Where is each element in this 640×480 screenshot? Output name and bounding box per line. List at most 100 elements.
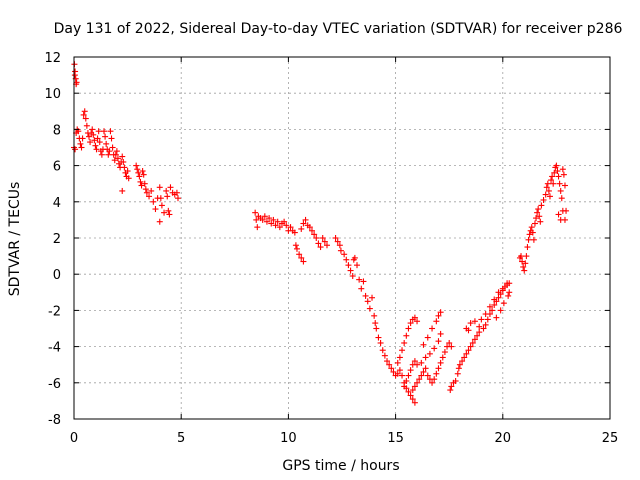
data-point (134, 166, 141, 173)
data-point (119, 187, 126, 194)
data-point (300, 220, 307, 227)
data-point (137, 178, 144, 185)
data-point (81, 108, 88, 115)
data-point (334, 238, 341, 245)
data-point (377, 339, 384, 346)
data-point (546, 193, 553, 200)
data-point (261, 213, 268, 220)
data-point (96, 139, 103, 146)
data-point (173, 189, 180, 196)
data-point (482, 311, 489, 318)
data-point (101, 128, 108, 135)
data-point (373, 325, 380, 332)
data-point (73, 79, 80, 86)
x-tick-label: 10 (280, 431, 297, 446)
data-point (308, 227, 315, 234)
data-point (141, 180, 148, 187)
x-tick-label: 25 (602, 431, 619, 446)
data-point (119, 153, 126, 160)
y-tick-label: -6 (48, 377, 61, 392)
data-point (405, 325, 412, 332)
data-point (140, 171, 147, 178)
data-point (484, 316, 491, 323)
data-point (431, 345, 438, 352)
data-point (549, 173, 556, 180)
data-point (411, 399, 418, 406)
data-point (165, 207, 172, 214)
data-point (281, 218, 288, 225)
data-point (545, 187, 552, 194)
data-point (77, 140, 84, 147)
data-point (272, 222, 279, 229)
data-point (298, 254, 305, 261)
y-tick-label: 4 (53, 196, 61, 211)
data-point (478, 316, 485, 323)
data-point (94, 135, 101, 142)
data-point (142, 186, 149, 193)
data-point (323, 242, 330, 249)
y-tick-label: -8 (48, 413, 61, 428)
data-point (259, 216, 266, 223)
data-point (553, 162, 560, 169)
gridlines (74, 57, 610, 419)
data-point (292, 242, 299, 249)
data-point (495, 294, 502, 301)
data-point (550, 180, 557, 187)
data-point (358, 285, 365, 292)
data-point (82, 115, 89, 122)
data-point (486, 303, 493, 310)
data-point (474, 332, 481, 339)
data-point (557, 187, 564, 194)
data-point (497, 307, 504, 314)
data-point (401, 339, 408, 346)
data-point (411, 383, 418, 390)
data-point (252, 209, 259, 216)
data-point (372, 320, 379, 327)
data-point (369, 294, 376, 301)
data-point (396, 367, 403, 374)
chart-title: Day 131 of 2022, Sidereal Day-to-day VTE… (54, 21, 623, 37)
data-point (109, 144, 116, 151)
data-point (386, 361, 393, 368)
data-point (424, 334, 431, 341)
data-point (161, 209, 168, 216)
data-point (390, 368, 397, 375)
data-point (407, 320, 414, 327)
data-point (306, 224, 313, 231)
data-point (524, 244, 531, 251)
x-tick-label: 20 (495, 431, 512, 446)
data-point (414, 379, 421, 386)
data-point (313, 235, 320, 241)
data-point (534, 209, 541, 216)
data-point (317, 244, 324, 251)
data-point (465, 347, 472, 354)
data-point (407, 392, 414, 399)
data-point (418, 359, 425, 366)
data-point (300, 258, 307, 265)
data-point (139, 168, 146, 175)
data-point (495, 289, 502, 296)
data-point (356, 276, 363, 283)
data-point (520, 263, 527, 270)
data-point (533, 215, 540, 222)
data-point (263, 218, 270, 225)
data-point (418, 372, 425, 379)
data-point (87, 139, 94, 146)
data-point (506, 289, 513, 296)
data-point (158, 202, 165, 209)
data-point (422, 354, 429, 361)
data-point (381, 352, 388, 359)
data-point (399, 347, 406, 354)
data-point (394, 370, 401, 377)
data-point (124, 168, 131, 175)
data-point (500, 300, 507, 307)
data-point (560, 171, 567, 178)
data-point (435, 365, 442, 372)
data-point (518, 253, 525, 260)
data-point (103, 140, 110, 147)
data-point (298, 225, 305, 232)
data-point (555, 211, 562, 218)
data-point (439, 354, 446, 361)
y-tick-label: 12 (44, 51, 61, 66)
data-point (114, 155, 121, 162)
